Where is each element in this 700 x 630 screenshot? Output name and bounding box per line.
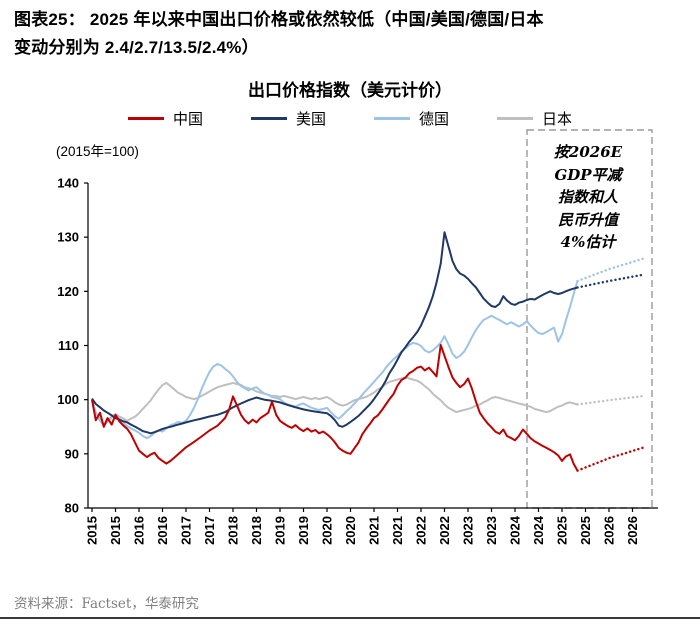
- legend-item-japan: 日本: [497, 108, 572, 129]
- x-tick-label: 2019: [273, 516, 288, 545]
- x-tick-label: 2024: [531, 515, 546, 545]
- legend-label-japan: 日本: [542, 111, 573, 128]
- x-tick-label: 2018: [249, 516, 264, 545]
- x-tick-label: 2023: [461, 516, 476, 545]
- legend-swatch-japan: [497, 117, 534, 120]
- x-tick-label: 2020: [320, 516, 335, 545]
- x-tick-label: 2020: [343, 516, 358, 545]
- legend-swatch-us: [250, 117, 287, 120]
- figure-title-line2: 变动分别为 2.4/2.7/13.5/2.4%）: [14, 37, 259, 57]
- y-tick-label: 110: [58, 338, 79, 353]
- chart-title: 出口价格指数（美元计价）: [248, 81, 452, 100]
- x-tick-label: 2025: [578, 516, 593, 545]
- series-china-forecast-dotted-line: [576, 446, 646, 472]
- forecast-annotation: 按2026E GDP平减指数和人民币升值4%估计: [553, 143, 623, 251]
- y-tick-label: 140: [57, 176, 79, 191]
- legend-item-us: 美国: [250, 108, 326, 129]
- legend-label-us: 美国: [295, 111, 326, 128]
- x-tick-label: 2023: [484, 516, 499, 545]
- series-china-line: [91, 344, 579, 472]
- legend-label-china: 中国: [172, 111, 203, 128]
- source-note: 资料来源：Factset，华泰研究: [14, 596, 199, 612]
- x-tick-label: 2019: [296, 516, 311, 545]
- figure-title-line1: 图表25： 2025 年以来中国出口价格或依然较低（中国/美国/德国/日本: [14, 10, 544, 29]
- series-us-line: [91, 231, 578, 435]
- x-tick-label: 2026: [602, 516, 617, 545]
- series-us-forecast-dotted-line: [576, 273, 646, 289]
- legend-swatch-germany: [374, 117, 410, 120]
- series-germany-forecast-dotted-line: [576, 257, 646, 283]
- x-tick-label: 2018: [226, 516, 241, 545]
- x-tick-label: 2022: [437, 516, 452, 545]
- legend: 中国 美国 德国 日本: [0, 108, 700, 129]
- series-japan-forecast-dotted-line: [576, 394, 646, 406]
- x-tick-label: 2022: [414, 516, 429, 545]
- x-tick-label: 2021: [390, 516, 405, 545]
- figure-title: 图表25： 2025 年以来中国出口价格或依然较低（中国/美国/德国/日本 变动…: [14, 6, 692, 61]
- x-tick-label: 2026: [625, 516, 640, 545]
- y-tick-label: 100: [57, 392, 79, 407]
- x-tick-label: 2016: [155, 516, 170, 545]
- legend-item-germany: 德国: [374, 108, 449, 129]
- x-tick-label: 2025: [555, 516, 570, 545]
- x-tick-label: 2021: [367, 516, 382, 545]
- x-tick-label: 2015: [108, 516, 123, 545]
- y-tick-label: 120: [57, 284, 79, 299]
- x-tick-label: 2024: [508, 515, 523, 545]
- x-tick-label: 2015: [85, 516, 100, 545]
- y-axis-unit-note: (2015年=100): [56, 144, 139, 159]
- footer-divider: [0, 617, 700, 619]
- y-tick-label: 130: [57, 230, 79, 245]
- legend-swatch-china: [127, 117, 164, 120]
- y-tick-label: 90: [65, 446, 79, 461]
- x-tick-label: 2017: [179, 516, 194, 545]
- y-tick-label: 80: [65, 501, 79, 516]
- series-japan-line: [91, 376, 578, 427]
- x-tick-label: 2016: [132, 516, 147, 545]
- legend-label-germany: 德国: [419, 111, 450, 128]
- series-germany-line: [91, 280, 579, 440]
- legend-item-china: 中国: [127, 108, 203, 129]
- x-tick-label: 2017: [202, 516, 217, 545]
